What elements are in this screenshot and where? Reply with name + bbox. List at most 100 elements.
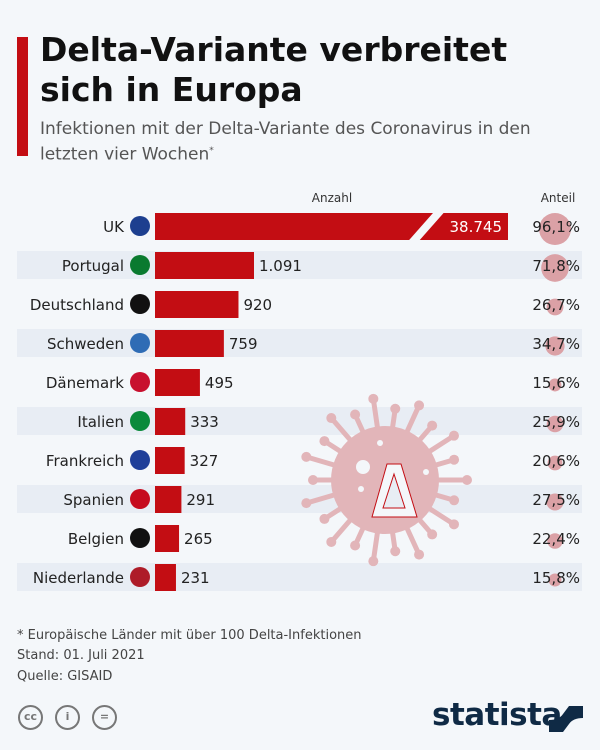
virus-dot [356,460,370,474]
value-label: 920 [243,296,272,314]
column-header-share: Anteil [541,191,576,205]
bar [155,213,508,240]
attribution-icon[interactable]: i [55,705,80,730]
virus-spike [403,522,422,558]
flag-circle [130,411,150,431]
row-background [17,485,582,513]
bar [155,291,239,318]
share-bubble [547,455,563,471]
value-label: 38.745 [450,218,503,236]
flag-circle [130,528,150,548]
flag-circle [130,333,150,353]
virus-spike [424,504,457,527]
chart-subtitle: Infektionen mit der Delta-Variante des C… [40,118,580,166]
virus-spike-tip [462,475,472,485]
virus-spike [370,526,381,564]
date-note: Stand: 01. Juli 2021 [17,648,145,663]
virus-spike-tip [414,400,425,411]
statista-logo-mark [549,706,583,732]
virus-dot [423,469,429,475]
bar [155,408,186,435]
bar [155,252,254,279]
category-label: Niederlande [33,569,124,587]
flag-circle [130,372,150,392]
category-label: Portugal [62,257,124,275]
row-background [17,251,582,279]
virus-spike-tip [368,556,379,567]
share-bubble [546,415,564,433]
flag-circle [130,216,150,236]
bar [155,330,224,357]
spain-flag [130,489,150,509]
footnote: * Europäische Länder mit über 100 Delta-… [17,628,362,643]
statista-logo[interactable]: statista [432,697,562,733]
category-label: UK [103,218,125,236]
virus-illustration [301,393,472,567]
virus-spike [403,402,422,438]
chart-title: Delta-Variante verbreitet sich in Europa [40,30,508,109]
category-label: Dänemark [46,374,124,392]
value-label: 759 [229,335,258,353]
bar-chart: Anzahl Anteil UK 38.745 96,1% Portugal 1.091… [17,191,582,591]
flag-circle [130,255,150,275]
source-note: Quelle: GISAID [17,669,113,684]
value-label: 265 [184,530,213,548]
portugal-flag [130,255,150,275]
category-label: Italien [77,413,124,431]
category-label: Belgien [68,530,124,548]
belgium-flag [130,528,150,548]
share-bubble [546,493,564,511]
virus-spike-tip [301,451,312,462]
virus-spike-tip [390,403,401,414]
bar [155,525,180,552]
sweden-flag [130,333,150,353]
share-bubble [548,378,562,392]
share-label: 34,7% [532,335,580,353]
category-label: Deutschland [30,296,124,314]
bar [155,447,185,474]
share-bubble [539,213,571,245]
share-bubble [546,298,564,316]
virus-spike-tip [449,495,460,506]
subtitle-text: Infektionen mit der Delta-Variante des C… [40,119,531,165]
virus-spike [370,396,381,434]
row-background [17,563,582,591]
no-derivatives-icon[interactable]: = [92,705,117,730]
category-label: Schweden [47,335,124,353]
share-label: 20,6% [532,452,580,470]
virus-dot [377,440,383,446]
virus-spike [303,491,340,506]
virus-spike-tip [427,420,438,431]
title-accent-bar [17,37,28,156]
share-label: 27,5% [532,491,580,509]
flag-circle [130,294,150,314]
virus-spike-tip [301,498,312,509]
share-label: 26,7% [532,296,580,314]
share-bubble [541,254,569,282]
share-label: 71,8% [532,257,580,275]
virus-spike-tip [390,546,401,557]
virus-spike [328,415,355,445]
value-label: 495 [205,374,234,392]
virus-spike [303,454,340,469]
bar [155,486,182,513]
axis-break-mark [409,212,445,240]
netherlands-flag [130,567,150,587]
value-label: 291 [186,491,215,509]
flag-circle [130,489,150,509]
share-label: 25,9% [532,413,580,431]
virus-spike-tip [326,413,337,424]
row-background [17,329,582,357]
virus-spike-tip [308,475,318,485]
row-background [17,407,582,435]
value-label: 333 [190,413,219,431]
italy-flag [130,411,150,431]
cc-license-icon[interactable]: cc [18,705,43,730]
value-label: 327 [190,452,219,470]
value-label: 1.091 [259,257,302,275]
share-label: 15,6% [532,374,580,392]
virus-spike-tip [448,519,459,530]
category-label: Spanien [63,491,124,509]
bar [155,369,200,396]
